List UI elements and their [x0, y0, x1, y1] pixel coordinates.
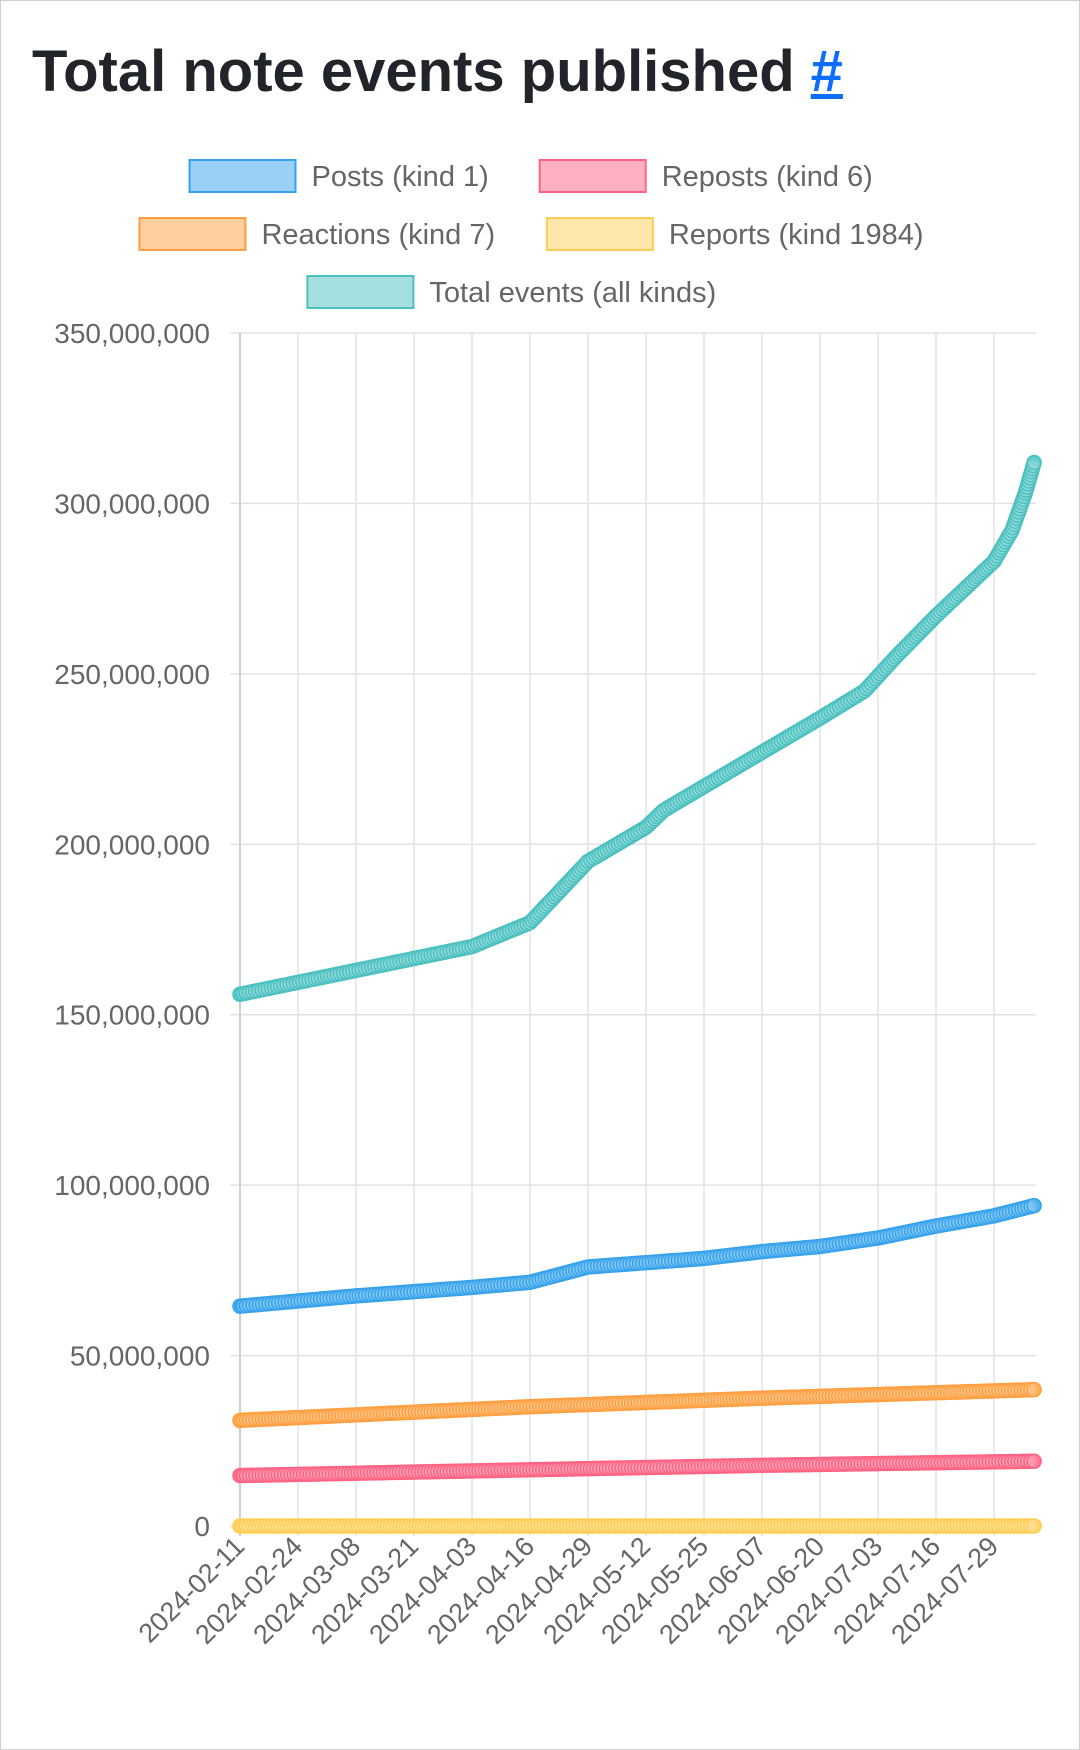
- legend-swatch: [188, 159, 297, 193]
- legend-label: Total events (all kinds): [429, 277, 716, 309]
- legend-item[interactable]: Posts (kind 1): [188, 159, 489, 193]
- grid-layer: [230, 332, 1036, 1536]
- series-group: [232, 1518, 1042, 1534]
- legend-label: Reports (kind 1984): [669, 219, 924, 251]
- legend-swatch: [306, 275, 415, 309]
- series-group: [232, 454, 1042, 1003]
- legend-item[interactable]: Reports (kind 1984): [545, 217, 924, 251]
- y-tick-label: 100,000,000: [54, 1170, 210, 1201]
- series-group: [232, 1197, 1042, 1314]
- y-tick-label: 150,000,000: [54, 1000, 210, 1031]
- y-axis: 0 50,000,000 100,000,000 150,000,000 200,000…: [54, 318, 210, 1542]
- anchor-link[interactable]: #: [810, 39, 843, 104]
- series-line: [233, 1454, 1042, 1483]
- y-tick-label: 250,000,000: [54, 659, 210, 690]
- series-line: [233, 455, 1042, 1002]
- legend-swatch: [538, 159, 647, 193]
- legend-label: Reactions (kind 7): [261, 219, 495, 251]
- y-tick-label: 300,000,000: [54, 488, 210, 519]
- y-tick-label: 0: [194, 1511, 210, 1542]
- page-title: Total note events published #: [32, 38, 843, 105]
- page-title-text: Total note events published: [32, 39, 795, 104]
- legend: Posts (kind 1) Reposts (kind 6) Reactions …: [138, 159, 924, 309]
- legend-swatch: [545, 217, 654, 251]
- legend-label: Reposts (kind 6): [662, 161, 873, 193]
- legend-item[interactable]: Reactions (kind 7): [138, 217, 495, 251]
- y-tick-label: 200,000,000: [54, 829, 210, 860]
- legend-item[interactable]: Reposts (kind 6): [538, 159, 873, 193]
- x-axis: 2024-02-112024-02-242024-03-082024-03-21…: [133, 1531, 1004, 1650]
- legend-swatch: [138, 217, 247, 251]
- legend-item[interactable]: Total events (all kinds): [306, 275, 716, 309]
- plot-area: [232, 454, 1042, 1534]
- data-point: [1026, 454, 1042, 471]
- series-group: [232, 1381, 1042, 1429]
- data-point: [1026, 1381, 1042, 1398]
- legend-label: Posts (kind 1): [312, 161, 489, 193]
- data-point: [1026, 1197, 1042, 1214]
- series-group: [232, 1453, 1042, 1484]
- data-point: [1026, 1453, 1042, 1469]
- y-tick-label: 350,000,000: [54, 318, 210, 349]
- y-tick-label: 50,000,000: [70, 1341, 210, 1372]
- data-point: [1026, 1518, 1042, 1534]
- series-line: [233, 1382, 1042, 1428]
